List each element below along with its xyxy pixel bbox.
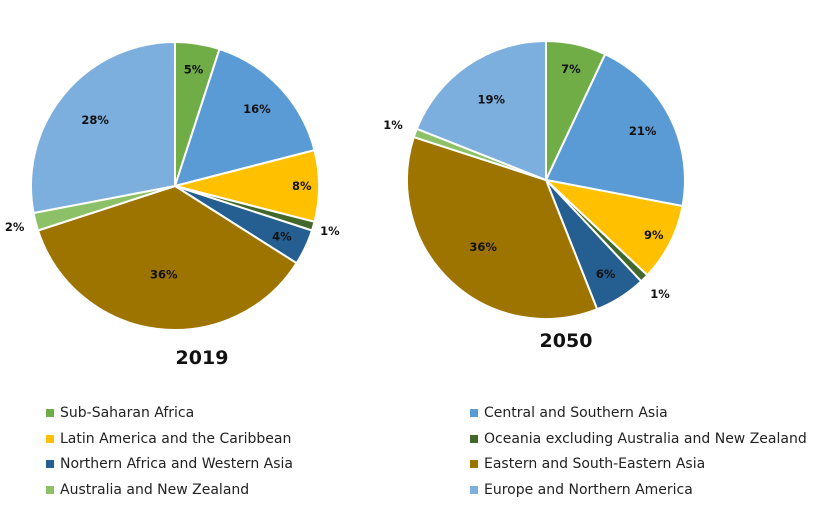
data-label-europe-and-northern-america: 28% <box>81 113 109 127</box>
legend-item-central-southern-asia: Central and Southern Asia <box>470 405 668 421</box>
legend-swatch <box>46 486 54 494</box>
data-label-oceania-excluding-australia-and-new-zealand: 1% <box>320 224 340 238</box>
legend-swatch <box>46 409 54 417</box>
data-label-latin-america-and-the-caribbean: 8% <box>292 179 312 193</box>
data-label-latin-america-and-the-caribbean: 9% <box>644 228 664 242</box>
data-label-northern-africa-and-western-asia: 4% <box>272 229 292 243</box>
chart-title-2019: 2019 <box>176 347 229 369</box>
legend-swatch <box>470 486 478 494</box>
pie-slice-latin-america-and-the-caribbean <box>542 178 684 277</box>
data-label-australia-and-new-zealand: 1% <box>383 118 403 132</box>
data-label-australia-and-new-zealand: 2% <box>5 220 25 234</box>
pie-chart-2019: 5% 16% 8% 1% 4% 36% 2% 28% <box>5 40 340 331</box>
legend-label: Sub-Saharan Africa <box>60 405 195 421</box>
legend-label: Europe and Northern America <box>484 482 693 498</box>
legend-swatch <box>470 460 478 468</box>
data-label-eastern-and-south-eastern-asia: 36% <box>469 240 497 254</box>
data-label-central-and-southern-asia: 16% <box>243 102 271 116</box>
data-label-central-and-southern-asia: 21% <box>629 124 657 138</box>
data-label-northern-africa-and-western-asia: 6% <box>596 267 616 281</box>
pie-slice-central-and-southern-asia <box>173 47 316 188</box>
pie-chart-2050: 7% 21% 9% 1% 6% 36% 1% 19% <box>383 39 686 320</box>
legend-swatch <box>46 435 54 443</box>
legend-item-latin-america: Latin America and the Caribbean <box>46 431 291 447</box>
data-label-sub-saharan-africa: 7% <box>561 62 581 76</box>
legend-item-sub-saharan-africa: Sub-Saharan Africa <box>46 405 194 421</box>
pie-slice-eastern-and-south-eastern-asia <box>36 184 298 331</box>
legend-swatch <box>470 409 478 417</box>
legend-label: Australia and New Zealand <box>60 482 250 498</box>
legend-label: Oceania excluding Australia and New Zeal… <box>484 431 807 447</box>
pie-slice-eastern-and-south-eastern-asia <box>406 135 599 320</box>
legend-item-eastern-asia: Eastern and South-Eastern Asia <box>470 456 705 472</box>
legend-label: Latin America and the Caribbean <box>60 431 292 447</box>
chart-title-2050: 2050 <box>540 330 593 352</box>
legend-item-europe-na: Europe and Northern America <box>470 482 693 498</box>
data-label-oceania-excluding-australia-and-new-zealand: 1% <box>650 287 670 301</box>
data-label-sub-saharan-africa: 5% <box>184 62 204 76</box>
legend-item-northern-africa: Northern Africa and Western Asia <box>46 456 293 472</box>
legend-label: Central and Southern Asia <box>484 405 668 421</box>
pie-slice-europe-and-northern-america <box>415 39 547 182</box>
pie-slice-central-and-southern-asia <box>544 52 686 208</box>
legend-label: Northern Africa and Western Asia <box>60 456 293 472</box>
data-label-europe-and-northern-america: 19% <box>478 93 506 107</box>
data-label-eastern-and-south-eastern-asia: 36% <box>150 268 178 282</box>
pie-slice-europe-and-northern-america <box>30 40 176 215</box>
legend-label: Eastern and South-Eastern Asia <box>484 456 706 472</box>
legend-swatch <box>46 460 54 468</box>
legend-item-australia-nz: Australia and New Zealand <box>46 482 249 498</box>
legend-item-oceania: Oceania excluding Australia and New Zeal… <box>470 431 807 447</box>
legend-swatch <box>470 435 478 443</box>
